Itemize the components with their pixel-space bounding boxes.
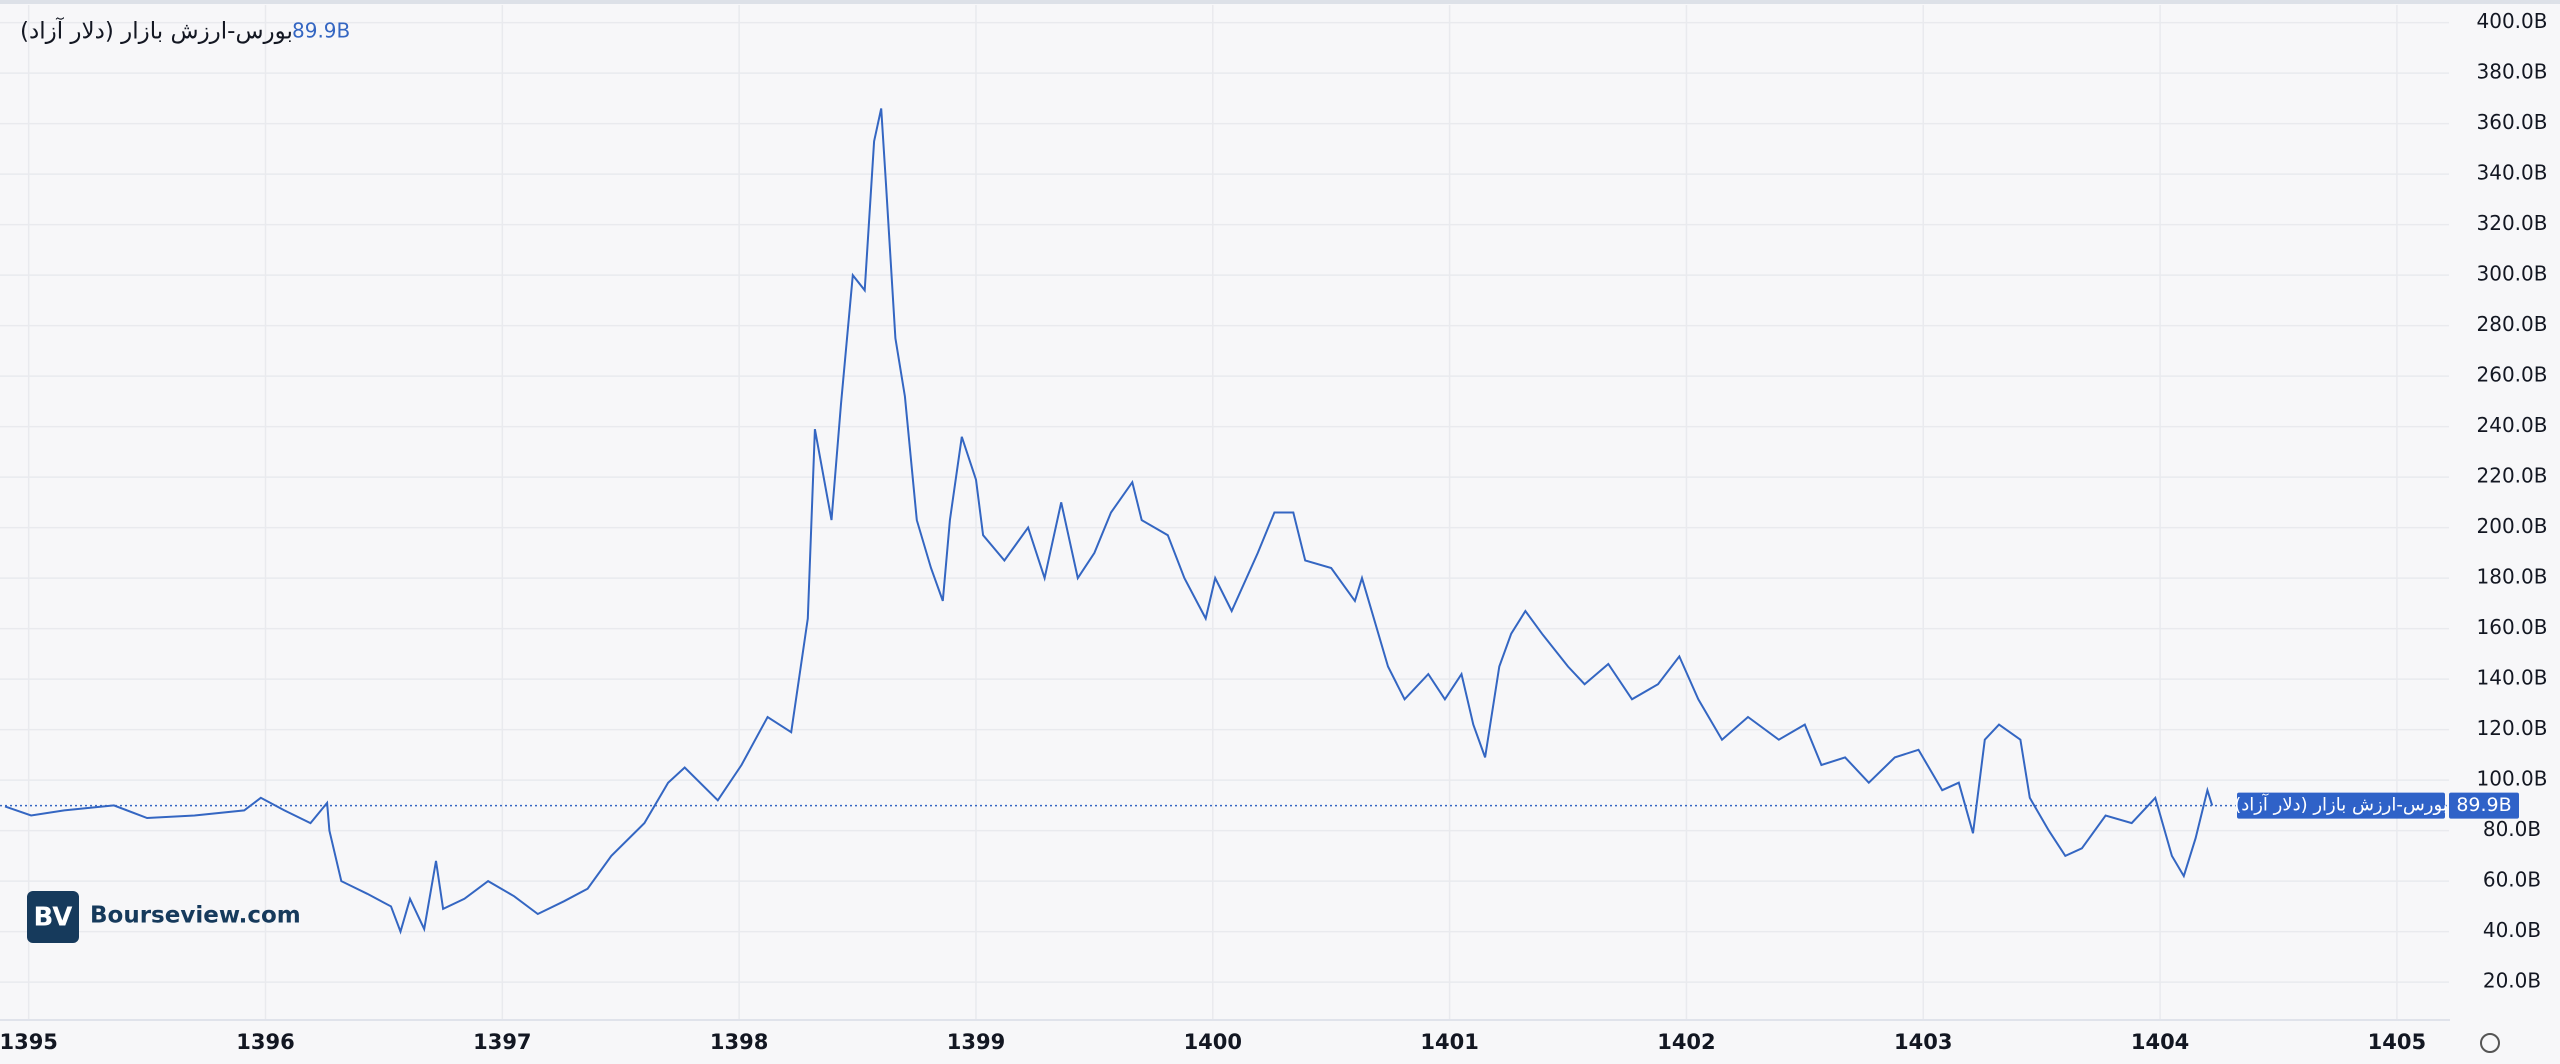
logo-box [27,891,79,943]
y-tick-label: 360.0B [2477,110,2548,134]
y-tick-label: 80.0B [2483,817,2541,841]
y-tick-label: 380.0B [2477,60,2548,84]
y-tick-label: 120.0B [2477,716,2548,740]
x-tick-label: 1404 [2131,1030,2189,1054]
last-value-box [2449,792,2519,819]
y-tick-label: 40.0B [2483,918,2541,942]
y-tick-label: 400.0B [2477,9,2548,33]
y-tick-label: 340.0B [2477,161,2548,185]
x-tick-label: 1396 [236,1030,294,1054]
series-line [4,108,2214,935]
x-tick-label: 1403 [1894,1030,1952,1054]
watermark-text: Bourseview.com [90,903,301,929]
legend-value: 89.9B [292,19,350,43]
y-tick-label: 20.0B [2483,969,2541,993]
y-tick-label: 60.0B [2483,868,2541,892]
y-tick-label: 260.0B [2477,363,2548,387]
y-tick-label: 240.0B [2477,413,2548,437]
top-border [0,0,2560,4]
legend-name: بورس-ارزش بازار (دلار آزاد) [20,17,293,45]
x-tick-label: 1399 [947,1030,1005,1054]
x-tick-label: 1402 [1657,1030,1715,1054]
y-tick-label: 200.0B [2477,514,2548,538]
grid [0,5,2449,1020]
y-tick-label: 300.0B [2477,262,2548,286]
last-name-label: بورس-ارزش بازار (دلار آزاد) [2234,793,2448,816]
last-name-box [2237,792,2445,819]
x-tick-label: 1405 [2368,1030,2426,1054]
x-tick-label: 1397 [473,1030,531,1054]
y-tick-label: 220.0B [2477,464,2548,488]
x-tick-label: 1398 [710,1030,768,1054]
y-tick-label: 180.0B [2477,565,2548,589]
x-tick-label: 1395 [0,1030,58,1054]
settings-icon[interactable] [2480,1033,2500,1053]
y-tick-label: 160.0B [2477,615,2548,639]
x-tick-label: 1401 [1420,1030,1478,1054]
watermark: BV Bourseview.com [27,891,301,943]
y-tick-label: 140.0B [2477,666,2548,690]
plot [0,108,2449,935]
y-tick-label: 320.0B [2477,211,2548,235]
y-tick-label: 280.0B [2477,312,2548,336]
last-value-label: 89.9B [2456,794,2511,816]
x-tick-label: 1400 [1184,1030,1242,1054]
y-tick-label: 100.0B [2477,767,2548,791]
logo: BV [34,903,73,933]
